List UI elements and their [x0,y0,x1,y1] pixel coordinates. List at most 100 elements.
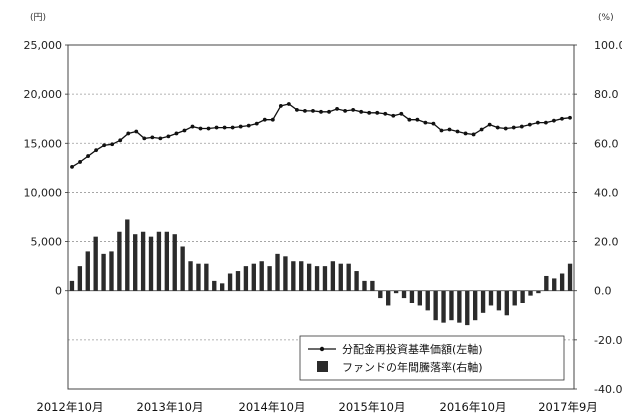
right-tick-label: 60.0 [594,137,619,150]
bar-series [69,219,573,326]
legend: 分配金再投資基準価額(左軸) ファンドの年間騰落率(右軸) [299,335,565,381]
right-tick-label: -40.0 [594,383,622,396]
left-tick-label: 10,000 [24,186,63,199]
bar [156,231,162,291]
bar [291,261,296,291]
nav-point [174,131,179,136]
nav-point [375,110,380,115]
x-tick-label: 2014年10月 [239,400,306,414]
bar [520,290,525,303]
bar [148,236,154,291]
bar [362,280,367,291]
right-tick-label: 40.0 [594,186,619,199]
bar [227,273,233,291]
right-tick-label: 100.0 [594,39,622,52]
nav-point [479,127,484,132]
nav-point [407,117,412,122]
plot-frame [67,44,575,390]
bar [164,231,170,291]
bar [117,231,122,291]
bar [212,280,217,291]
nav-point [511,125,516,130]
nav-point [254,121,259,126]
bar [235,271,241,291]
nav-point [503,126,508,131]
nav-point [190,124,195,129]
nav-point [238,124,243,129]
nav-point [270,117,275,122]
nav-point [535,120,540,125]
legend-box [299,335,565,381]
x-tick-label: 2016年10月 [440,400,507,414]
right-axis-ticks: 100.0 80.0 60.0 40.0 20.0 0.0 -20.0 -40.0 [574,39,622,396]
bar [567,263,573,291]
nav-point [343,108,347,113]
nav-point [471,132,476,137]
bar [125,219,130,291]
bar [378,290,383,299]
bar [133,234,138,291]
nav-point [182,128,187,133]
left-tick-label: 20,000 [24,88,63,101]
nav-point [166,134,171,139]
legend-line-marker [319,346,325,352]
bar [488,290,494,306]
nav-point [335,106,339,111]
nav-point [78,160,82,164]
bar [457,290,462,323]
bar [188,261,193,291]
bar [346,263,351,291]
bar [259,261,264,291]
left-tick-label: 25,000 [24,39,63,52]
bar [330,261,336,291]
nav-point [150,135,155,140]
bar [140,231,146,291]
bar [196,263,201,291]
nav-point [222,125,227,130]
nav-point [303,108,307,113]
right-tick-label: 0.0 [594,285,612,298]
right-axis-unit: (%) [598,13,614,23]
bar [172,234,177,291]
nav-point [423,120,428,125]
bar [559,273,565,291]
legend-line-label: 分配金再投資基準価額(左軸) [342,342,483,356]
legend-bar-label: ファンドの年間騰落率(右軸) [342,360,483,374]
nav-point [118,138,123,143]
bar [314,266,320,291]
nav-point [230,125,235,130]
nav-point [86,154,90,158]
bar [401,290,407,299]
nav-point [399,111,404,116]
bar [504,290,509,316]
left-tick-label: 5,000 [31,236,63,249]
nav-point [110,142,115,147]
x-tick-label: 2017年9月 [538,400,598,414]
bar [441,290,446,323]
nav-point [94,148,99,153]
nav-point [158,136,163,141]
bar [204,263,209,291]
nav-point [487,122,492,127]
bar [528,290,533,296]
bar [449,290,454,321]
bar [322,266,328,291]
bar [338,263,343,291]
nav-point [142,136,147,141]
nav-point [495,125,500,130]
bar [544,275,549,291]
bar [480,290,486,313]
bar [267,266,272,291]
nav-point [560,116,564,121]
nav-point [527,122,532,127]
right-tick-label: 80.0 [594,88,619,101]
right-tick-label: 20.0 [594,236,619,249]
nav-point [214,125,219,130]
nav-point [552,118,556,123]
bar [283,256,288,291]
nav-point [383,111,388,116]
nav-point [327,109,331,114]
nav-point [568,115,572,120]
line-series [70,102,572,169]
nav-point [367,110,372,115]
